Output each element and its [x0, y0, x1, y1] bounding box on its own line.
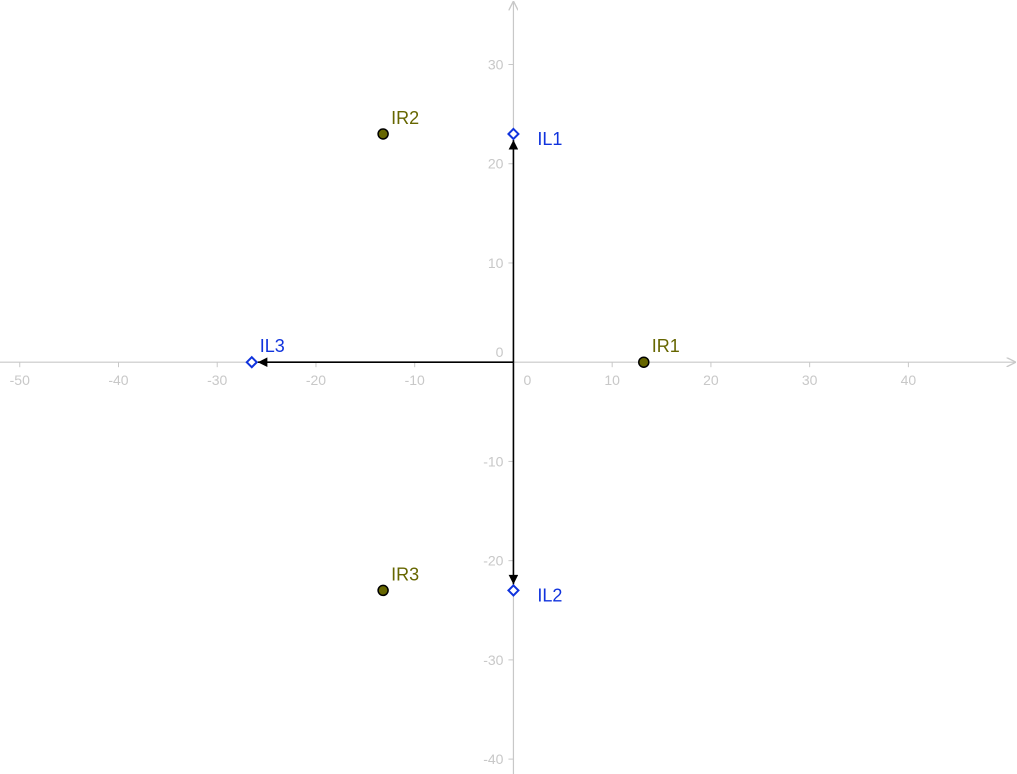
- y-tick-label: 20: [488, 156, 504, 172]
- x-tick-label: -30: [207, 372, 227, 388]
- x-tick-label: 0: [524, 372, 532, 388]
- y-tick-label: -20: [483, 553, 503, 569]
- y-tick-label: -10: [483, 453, 503, 469]
- y-tick-label: 0: [496, 344, 504, 360]
- x-tick-label: -40: [108, 372, 128, 388]
- point-il1: [507, 127, 520, 141]
- point-label-ir3: IR3: [391, 564, 419, 584]
- point-il3: [245, 355, 259, 369]
- x-tick-label: 30: [802, 372, 818, 388]
- y-tick-label: -30: [483, 652, 503, 668]
- vectors-group: [257, 139, 519, 585]
- point-ir1: [638, 356, 650, 368]
- x-tick-label: -50: [10, 372, 30, 388]
- x-tick-label: 40: [901, 372, 917, 388]
- point-label-ir1: IR1: [652, 336, 680, 356]
- point-label-ir2: IR2: [391, 108, 419, 128]
- point-ir2: [377, 128, 389, 140]
- x-tick-label: 20: [703, 372, 719, 388]
- tick-labels-group: -50 -40 -30 -20 -10 0 10 20 30 40 -40 -30 -20 -10 0 10 2…: [10, 57, 917, 768]
- x-tick-label: -20: [306, 372, 326, 388]
- point-label-il2: IL2: [537, 585, 562, 605]
- x-tick-label: 10: [604, 372, 620, 388]
- point-label-il3: IL3: [260, 336, 285, 356]
- x-tick-label: -10: [405, 372, 425, 388]
- point-il2: [507, 584, 520, 597]
- point-label-il1: IL1: [537, 129, 562, 149]
- point-ir3: [377, 584, 389, 597]
- y-tick-label: 10: [488, 255, 504, 271]
- points-group: IL1 IL2 IL3 IR1 IR2 IR3: [245, 108, 680, 605]
- y-tick-label: -40: [483, 751, 503, 767]
- y-tick-label: 30: [488, 57, 504, 73]
